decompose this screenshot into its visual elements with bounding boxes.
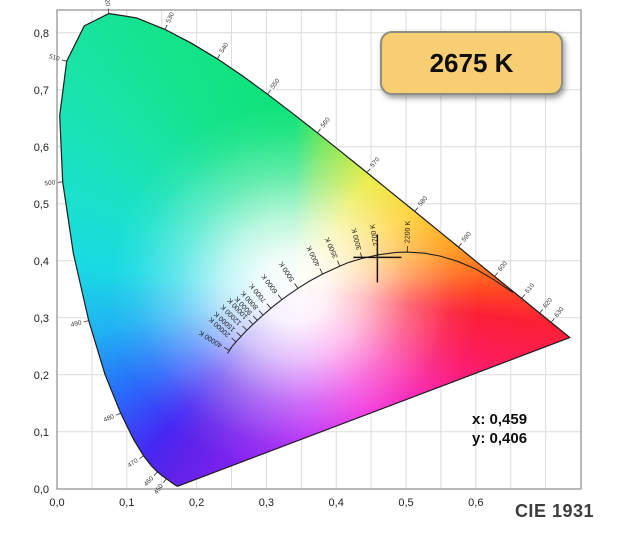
wavelength-label: 550 <box>269 77 281 90</box>
x-axis-tick-label: 0,4 <box>329 497 344 509</box>
plot-border <box>56 9 582 490</box>
y-axis-tick-label: 0,5 <box>34 199 49 211</box>
wavelength-label: 570 <box>369 156 382 169</box>
x-axis-tick-label: 0,0 <box>49 497 64 509</box>
cct-label: 2200 K <box>404 221 412 244</box>
readout-y: y: 0,406 <box>472 430 528 447</box>
planckian-locus <box>228 251 514 351</box>
y-axis-tick-label: 0,7 <box>34 85 49 97</box>
y-axis-tick-label: 0,4 <box>34 256 49 268</box>
axis-tick-labels: 0,0 0,1 0,2 0,3 0,4 0,5 0,6 0,0 0,1 0,2 0,3 0,4 0,5 0… <box>34 28 484 509</box>
x-axis-tick-label: 0,3 <box>259 497 274 509</box>
cct-label: 3000 K <box>351 227 363 251</box>
wavelength-label: 450 <box>153 483 165 496</box>
wavelength-label: 590 <box>461 230 474 243</box>
y-axis-tick-label: 0,1 <box>34 427 49 439</box>
wavelength-label: 510 <box>48 53 61 63</box>
y-axis-tick-label: 0,6 <box>34 142 49 154</box>
x-axis-tick-label: 0,1 <box>119 497 134 509</box>
wavelength-label: 500 <box>44 179 56 187</box>
cct-badge: 2675 K <box>380 31 563 95</box>
y-axis-tick-label: 0,8 <box>34 28 49 40</box>
cct-label: 3500 K <box>324 236 340 259</box>
wavelength-label: 520 <box>102 0 111 7</box>
x-axis-tick-label: 0,5 <box>398 497 413 509</box>
cct-label: 5000 K <box>278 260 296 283</box>
wavelength-label: 620 <box>542 297 555 310</box>
x-axis-tick-label: 0,2 <box>189 497 204 509</box>
wavelength-label: 470 <box>127 457 140 469</box>
x-axis-tick-label: 0,6 <box>468 497 483 509</box>
crosshair-marker <box>353 234 402 283</box>
cct-label: 2700 K <box>369 223 380 246</box>
wavelength-label: 600 <box>497 260 510 273</box>
wavelength-label: 610 <box>524 282 537 295</box>
wavelength-label: 630 <box>553 306 566 319</box>
cct-badge-value: 2675 K <box>429 47 514 78</box>
readout-x: x: 0,459 <box>472 411 528 428</box>
y-axis-tick-label: 0,2 <box>34 370 49 382</box>
xy-readout: x: 0,459 y: 0,406 <box>472 410 527 448</box>
wavelength-label: 540 <box>219 41 231 54</box>
diagram-title: CIE 1931 <box>514 501 594 521</box>
wavelength-label: 490 <box>70 319 83 329</box>
wavelength-label: 560 <box>320 116 332 129</box>
y-axis-tick-label: 0,3 <box>34 313 49 325</box>
wavelength-label: 460 <box>143 475 156 488</box>
wavelength-label: 580 <box>417 195 430 208</box>
wavelength-label: 480 <box>103 413 116 424</box>
cct-label: 6000 K <box>260 272 279 294</box>
cct-label: 4000 K <box>306 244 322 267</box>
y-axis-tick-label: 0,0 <box>34 484 49 496</box>
wavelength-label: 530 <box>165 11 176 24</box>
